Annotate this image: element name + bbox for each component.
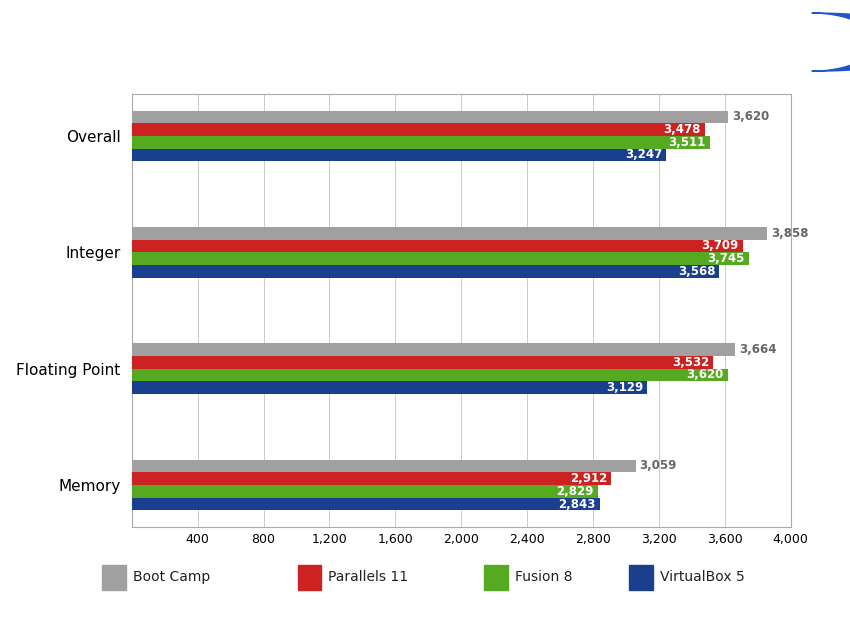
Bar bbox=[102, 565, 126, 590]
Text: Boot Camp: Boot Camp bbox=[133, 570, 210, 583]
Bar bbox=[132, 381, 647, 394]
Bar bbox=[132, 369, 728, 381]
Bar bbox=[132, 123, 705, 136]
Text: 2,829: 2,829 bbox=[556, 485, 593, 498]
Text: 3,620: 3,620 bbox=[732, 110, 769, 124]
Bar bbox=[132, 136, 710, 149]
Text: 2,912: 2,912 bbox=[570, 472, 607, 485]
Text: 3,059: 3,059 bbox=[640, 459, 677, 472]
Text: 3,129: 3,129 bbox=[606, 381, 643, 394]
Text: 3,709: 3,709 bbox=[701, 240, 739, 253]
Text: 3,858: 3,858 bbox=[771, 227, 808, 240]
Text: Geekbench 3.3.2 | Single-Core: Geekbench 3.3.2 | Single-Core bbox=[136, 52, 432, 70]
Bar bbox=[132, 498, 600, 510]
Text: Fusion 8: Fusion 8 bbox=[515, 570, 573, 583]
Bar bbox=[132, 252, 749, 265]
Bar bbox=[629, 565, 653, 590]
Text: 3,247: 3,247 bbox=[625, 149, 662, 162]
Bar bbox=[484, 565, 508, 590]
Bar bbox=[298, 565, 321, 590]
Bar bbox=[132, 472, 611, 485]
Bar bbox=[132, 227, 767, 240]
Text: 3,511: 3,511 bbox=[669, 136, 706, 149]
Text: 3,478: 3,478 bbox=[663, 123, 700, 136]
Bar bbox=[132, 460, 636, 472]
Text: 3,568: 3,568 bbox=[677, 265, 715, 278]
Text: VirtualBox 5: VirtualBox 5 bbox=[660, 570, 745, 583]
Text: 2015 VM Benchmark Showdown: 2015 VM Benchmark Showdown bbox=[136, 16, 449, 34]
Text: 3,664: 3,664 bbox=[740, 343, 777, 356]
Bar bbox=[132, 356, 713, 369]
Text: 3,745: 3,745 bbox=[707, 252, 745, 265]
Bar bbox=[132, 149, 666, 161]
Text: 3,620: 3,620 bbox=[687, 368, 724, 381]
Bar bbox=[132, 343, 735, 356]
Text: 3,532: 3,532 bbox=[672, 356, 709, 369]
Bar bbox=[132, 110, 728, 123]
Bar bbox=[132, 485, 598, 498]
Polygon shape bbox=[812, 13, 850, 71]
Text: 2,843: 2,843 bbox=[558, 497, 596, 510]
Bar bbox=[132, 265, 719, 278]
Text: Parallels 11: Parallels 11 bbox=[328, 570, 408, 583]
Bar bbox=[132, 240, 743, 252]
